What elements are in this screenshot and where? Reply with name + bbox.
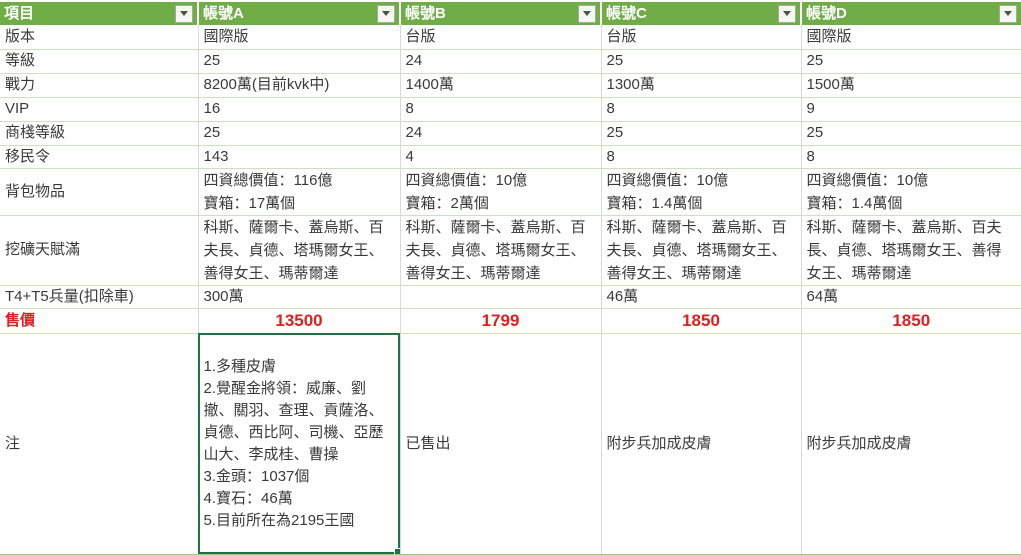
table-cell[interactable]: 已售出 [400, 333, 602, 555]
table-cell[interactable]: 4 [400, 145, 602, 169]
chevron-down-icon [583, 11, 591, 16]
table-cell[interactable]: 台版 [601, 25, 802, 50]
table-cell[interactable]: 科斯、薩爾卡、蓋烏斯、百夫長、貞德、塔瑪爾女王、善得女王、瑪蒂爾達 [198, 215, 401, 286]
filter-button[interactable] [999, 4, 1017, 23]
table-cell[interactable]: 四資總價值：10億 寶箱：1.4萬個 [801, 168, 1021, 216]
table-cell[interactable] [400, 285, 602, 309]
chevron-down-icon [1004, 11, 1012, 16]
row-power: 戰力 8200萬(目前kvk中) 1400萬 1300萬 1500萬 [0, 73, 1021, 98]
table-cell[interactable]: 25 [601, 49, 802, 74]
table-cell[interactable]: 25 [801, 121, 1021, 146]
table-cell[interactable]: 16 [198, 97, 401, 122]
header-cell-account-a[interactable]: 帳號A [198, 2, 401, 25]
selected-cell[interactable]: 1.多種皮膚 2.覺醒金將領：威廉、劉撤、關羽、查理、貢薩洛、貞德、西比阿、司機… [198, 333, 401, 555]
table-cell[interactable]: 8200萬(目前kvk中) [198, 73, 401, 98]
table-cell[interactable]: 四資總價值：10億 寶箱：2萬個 [400, 168, 602, 216]
row-label[interactable]: 版本 [0, 25, 199, 50]
table-cell[interactable]: 300萬 [198, 285, 401, 309]
table-cell[interactable]: 附步兵加成皮膚 [801, 333, 1021, 555]
header-cell-account-c[interactable]: 帳號C [601, 2, 802, 25]
table-cell[interactable]: 8 [601, 145, 802, 169]
table-cell[interactable]: 科斯、薩爾卡、蓋烏斯、百夫長、貞德、塔瑪爾女王、善得女王、瑪蒂爾達 [801, 215, 1021, 286]
row-label[interactable]: 商棧等級 [0, 121, 199, 146]
table-cell[interactable]: 台版 [400, 25, 602, 50]
row-mining-talent: 挖礦天賦滿 科斯、薩爾卡、蓋烏斯、百夫長、貞德、塔瑪爾女王、善得女王、瑪蒂爾達 … [0, 215, 1021, 286]
header-label: 帳號C [606, 4, 647, 22]
header-cell-account-b[interactable]: 帳號B [400, 2, 602, 25]
price-cell[interactable]: 1850 [601, 308, 802, 334]
table-cell[interactable]: 四資總價值：10億 寶箱：1.4萬個 [601, 168, 802, 216]
table-cell[interactable]: 四資總價值：116億 寶箱：17萬個 [198, 168, 401, 216]
table-cell[interactable]: 科斯、薩爾卡、蓋烏斯、百夫長、貞德、塔瑪爾女王、善得女王、瑪蒂爾達 [400, 215, 602, 286]
note-text: 1.多種皮膚 2.覺醒金將領：威廉、劉撤、關羽、查理、貢薩洛、貞德、西比阿、司機… [203, 357, 384, 529]
filter-button[interactable] [578, 4, 596, 23]
header-cell-item[interactable]: 項目 [0, 2, 199, 25]
fill-handle[interactable] [393, 547, 399, 553]
row-label[interactable]: 售價 [0, 308, 199, 334]
table-cell[interactable]: 國際版 [198, 25, 401, 50]
chevron-down-icon [180, 11, 188, 16]
header-label: 帳號A [203, 4, 244, 22]
chevron-down-icon [382, 11, 390, 16]
chevron-down-icon [783, 11, 791, 16]
header-label: 項目 [4, 4, 35, 22]
table-cell[interactable]: 25 [601, 121, 802, 146]
filter-button[interactable] [778, 4, 796, 23]
table-cell[interactable]: 8 [400, 97, 602, 122]
table-cell[interactable]: 1500萬 [801, 73, 1021, 98]
table-cell[interactable]: 143 [198, 145, 401, 169]
row-label[interactable]: 戰力 [0, 73, 199, 98]
row-version: 版本 國際版 台版 台版 國際版 [0, 25, 1021, 50]
table-cell[interactable]: 46萬 [601, 285, 802, 309]
row-trading-post-level: 商棧等級 25 24 25 25 [0, 121, 1021, 146]
table-cell[interactable]: 1300萬 [601, 73, 802, 98]
row-migration-order: 移民令 143 4 8 8 [0, 145, 1021, 169]
table-cell[interactable]: 8 [601, 97, 802, 122]
row-label[interactable]: 挖礦天賦滿 [0, 215, 199, 286]
table-cell[interactable]: 附步兵加成皮膚 [601, 333, 802, 555]
row-label[interactable]: 背包物品 [0, 168, 199, 216]
table-cell[interactable]: 64萬 [801, 285, 1021, 309]
row-troop-count: T4+T5兵量(扣除車) 300萬 46萬 64萬 [0, 285, 1021, 309]
row-label[interactable]: T4+T5兵量(扣除車) [0, 285, 199, 309]
price-cell[interactable]: 13500 [198, 308, 401, 334]
filter-button[interactable] [175, 4, 193, 23]
table-cell[interactable]: 9 [801, 97, 1021, 122]
table-cell[interactable]: 25 [801, 49, 1021, 74]
table-header-row: 項目 帳號A 帳號B 帳號C 帳號D [0, 2, 1021, 25]
table-cell[interactable]: 8 [801, 145, 1021, 169]
filter-button[interactable] [377, 4, 395, 23]
row-price: 售價 13500 1799 1850 1850 [0, 308, 1021, 334]
table-cell[interactable]: 科斯、薩爾卡、蓋烏斯、百夫長、貞德、塔瑪爾女王、善得女王、瑪蒂爾達 [601, 215, 802, 286]
row-label[interactable]: 注 [0, 333, 199, 555]
price-cell[interactable]: 1850 [801, 308, 1021, 334]
table-cell[interactable]: 24 [400, 121, 602, 146]
table-cell[interactable]: 25 [198, 121, 401, 146]
table-cell[interactable]: 25 [198, 49, 401, 74]
header-label: 帳號B [405, 4, 446, 22]
price-cell[interactable]: 1799 [400, 308, 602, 334]
row-label[interactable]: VIP [0, 97, 199, 122]
row-label[interactable]: 等級 [0, 49, 199, 74]
row-label[interactable]: 移民令 [0, 145, 199, 169]
table-cell[interactable]: 國際版 [801, 25, 1021, 50]
table-cell[interactable]: 1400萬 [400, 73, 602, 98]
row-level: 等級 25 24 25 25 [0, 49, 1021, 74]
row-note: 注 1.多種皮膚 2.覺醒金將領：威廉、劉撤、關羽、查理、貢薩洛、貞德、西比阿、… [0, 333, 1021, 555]
header-cell-account-d[interactable]: 帳號D [801, 2, 1021, 25]
row-backpack-items: 背包物品 四資總價值：116億 寶箱：17萬個 四資總價值：10億 寶箱：2萬個… [0, 168, 1021, 216]
header-label: 帳號D [806, 4, 847, 22]
table-cell[interactable]: 24 [400, 49, 602, 74]
row-vip: VIP 16 8 8 9 [0, 97, 1021, 122]
